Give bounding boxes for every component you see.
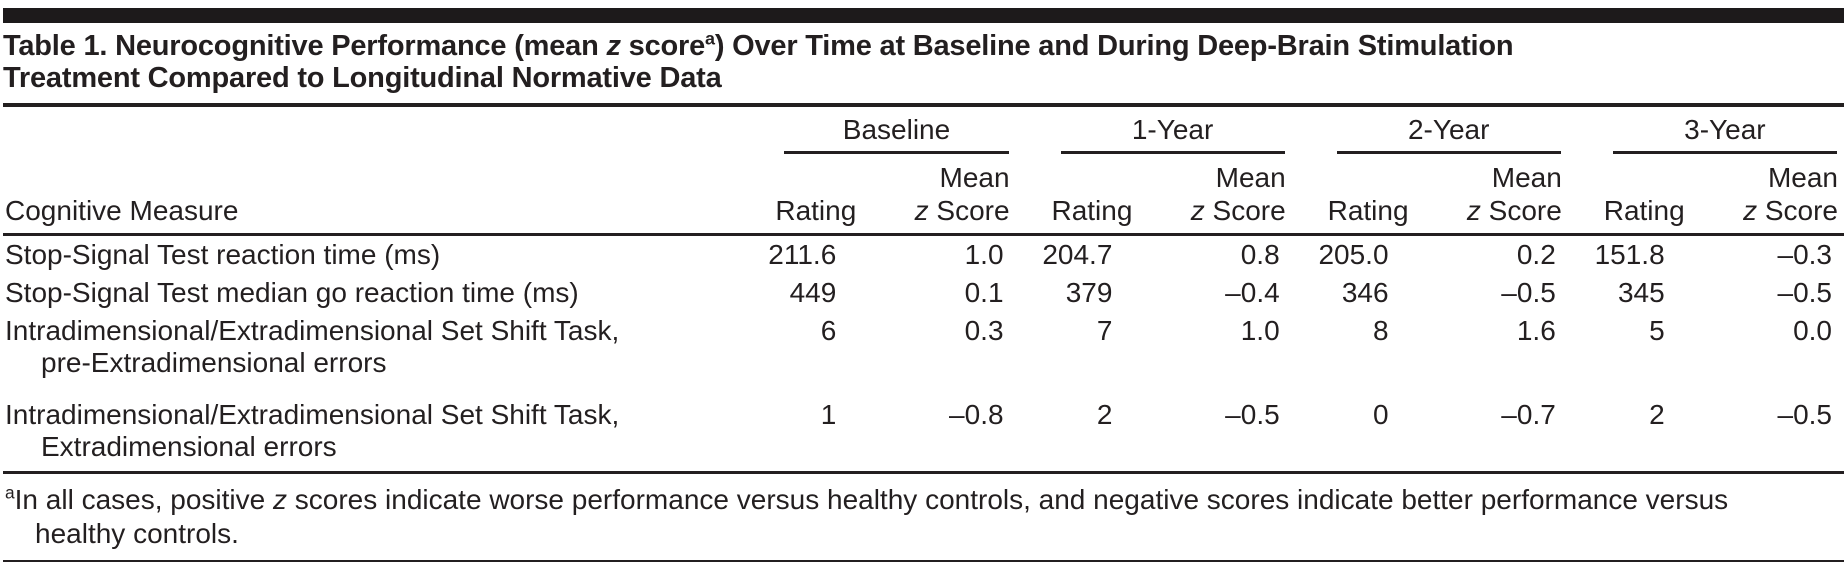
- table-title: Table 1. Neurocognitive Performance (mea…: [3, 28, 1844, 107]
- neurocognitive-performance-table: Baseline 1-Year 2-Year 3-Year Cognitive …: [3, 107, 1844, 474]
- cell-value: 0.1: [964, 276, 1004, 308]
- spanner-spacer: [3, 107, 739, 155]
- spanner-label: 2-Year: [1407, 113, 1490, 145]
- cell-value: –0.5: [1777, 276, 1833, 308]
- footnote-text: In all cases, positive: [14, 483, 273, 515]
- cell-value: –0.5: [1144, 382, 1292, 474]
- row-label: Intradimensional/Extradimensional Set Sh…: [3, 382, 740, 474]
- column-header-row: Cognitive Measure Rating Mean z Score Rat…: [3, 154, 1844, 236]
- title-text: score: [620, 30, 706, 62]
- cell-value: 6: [820, 315, 837, 347]
- cell-value: –0.3: [1777, 238, 1833, 270]
- cell-value: 0.3: [964, 315, 1004, 347]
- title-text: Table 1. Neurocognitive Performance (mea…: [3, 30, 607, 62]
- mean-label: Mean: [939, 161, 1010, 193]
- row-label: Stop-Signal Test reaction time (ms): [5, 238, 441, 270]
- table-footnote: aIn all cases, positive z scores indicat…: [3, 474, 1844, 556]
- spanner-3-year: 3-Year: [1568, 107, 1844, 155]
- cell-value: 7: [1096, 315, 1113, 347]
- table-row-stop-signal-reaction-time: Stop-Signal Test reaction time (ms) 211.…: [3, 234, 1844, 274]
- z-label: z: [1743, 194, 1758, 226]
- spanner-label: Baseline: [842, 113, 951, 145]
- cell-value: 8: [1372, 315, 1389, 347]
- cell-value: –0.8: [868, 382, 1016, 474]
- mean-label: Mean: [1767, 161, 1838, 193]
- cell-value: 379: [1065, 276, 1113, 308]
- row-label: Stop-Signal Test median go reaction time…: [5, 276, 579, 308]
- title-line2: Treatment Compared to Longitudinal Norma…: [3, 62, 722, 95]
- cell-value: 346: [1341, 276, 1389, 308]
- spanner-label: 1-Year: [1131, 113, 1214, 145]
- table-row-ided-extradimensional-errors: Intradimensional/Extradimensional Set Sh…: [3, 382, 1844, 474]
- score-label: Score: [1480, 194, 1562, 226]
- mean-label: Mean: [1215, 161, 1286, 193]
- spanner-baseline: Baseline: [739, 107, 1015, 155]
- cell-value: –0.7: [1420, 382, 1568, 474]
- cell-value: 2: [1015, 382, 1145, 474]
- z-label: z: [1190, 194, 1205, 226]
- title-text: ) Over Time at Baseline and During Deep-…: [714, 30, 1514, 62]
- cell-value: 5: [1649, 315, 1665, 347]
- cell-value: 1.0: [1240, 315, 1280, 347]
- cell-value: 1.0: [964, 238, 1004, 270]
- cell-value: 0.8: [1240, 238, 1280, 270]
- spanner-1-year: 1-Year: [1016, 107, 1292, 155]
- cell-value: 449: [789, 276, 837, 308]
- footnote-line2: healthy controls.: [35, 517, 239, 549]
- spanner-2-year: 2-Year: [1292, 107, 1568, 155]
- col-header-zscore-3-year: Mean z Score: [1696, 154, 1844, 236]
- cell-value: 211.6: [768, 238, 837, 270]
- cell-value: 0.2: [1516, 238, 1556, 270]
- cell-value: 151.8: [1594, 238, 1665, 270]
- cell-value: 2: [1567, 382, 1697, 474]
- footnote-text: scores indicate worse performance versus…: [287, 483, 1729, 515]
- title-footnote-marker: a: [705, 28, 715, 49]
- col-header-zscore-2-year: Mean z Score: [1420, 154, 1568, 236]
- cell-value: –0.5: [1696, 382, 1844, 474]
- cell-value: 0: [1291, 382, 1421, 474]
- z-label: z: [914, 194, 929, 226]
- col-header-rating-baseline: Rating: [739, 154, 869, 236]
- cell-value: 1: [739, 382, 869, 474]
- col-header-rating-1-year: Rating: [1015, 154, 1145, 236]
- table-row-ided-pre-extradimensional-errors: Intradimensional/Extradimensional Set Sh…: [3, 312, 1844, 382]
- col-header-zscore-1-year: Mean z Score: [1144, 154, 1292, 236]
- footnote-marker: a: [5, 482, 15, 503]
- cell-value: –0.4: [1225, 276, 1280, 308]
- cell-value: 0.0: [1793, 315, 1832, 347]
- col-header-rating-3-year: Rating: [1567, 154, 1697, 236]
- col-header-cognitive-measure: Cognitive Measure: [3, 154, 740, 236]
- score-label: Score: [928, 194, 1010, 226]
- cell-value: 205.0: [1318, 238, 1389, 270]
- bottom-rule: [3, 560, 1844, 562]
- table-row-stop-signal-median-go: Stop-Signal Test median go reaction time…: [3, 274, 1844, 312]
- footnote-z-symbol: z: [273, 483, 287, 515]
- score-label: Score: [1204, 194, 1286, 226]
- cell-value: 204.7: [1042, 238, 1113, 270]
- top-rule: [3, 8, 1844, 23]
- score-label: Score: [1757, 194, 1838, 226]
- col-header-zscore-baseline: Mean z Score: [868, 154, 1016, 236]
- row-label: Intradimensional/Extradimensional Set Sh…: [5, 315, 620, 379]
- mean-label: Mean: [1491, 161, 1562, 193]
- cell-value: 1.6: [1516, 315, 1556, 347]
- col-header-rating-2-year: Rating: [1291, 154, 1421, 236]
- spanner-header-row: Baseline 1-Year 2-Year 3-Year: [3, 107, 1844, 155]
- cell-value: 345: [1617, 276, 1665, 308]
- title-z-symbol: z: [606, 30, 621, 62]
- z-label: z: [1466, 194, 1481, 226]
- spanner-label: 3-Year: [1684, 113, 1766, 145]
- cell-value: –0.5: [1501, 276, 1556, 308]
